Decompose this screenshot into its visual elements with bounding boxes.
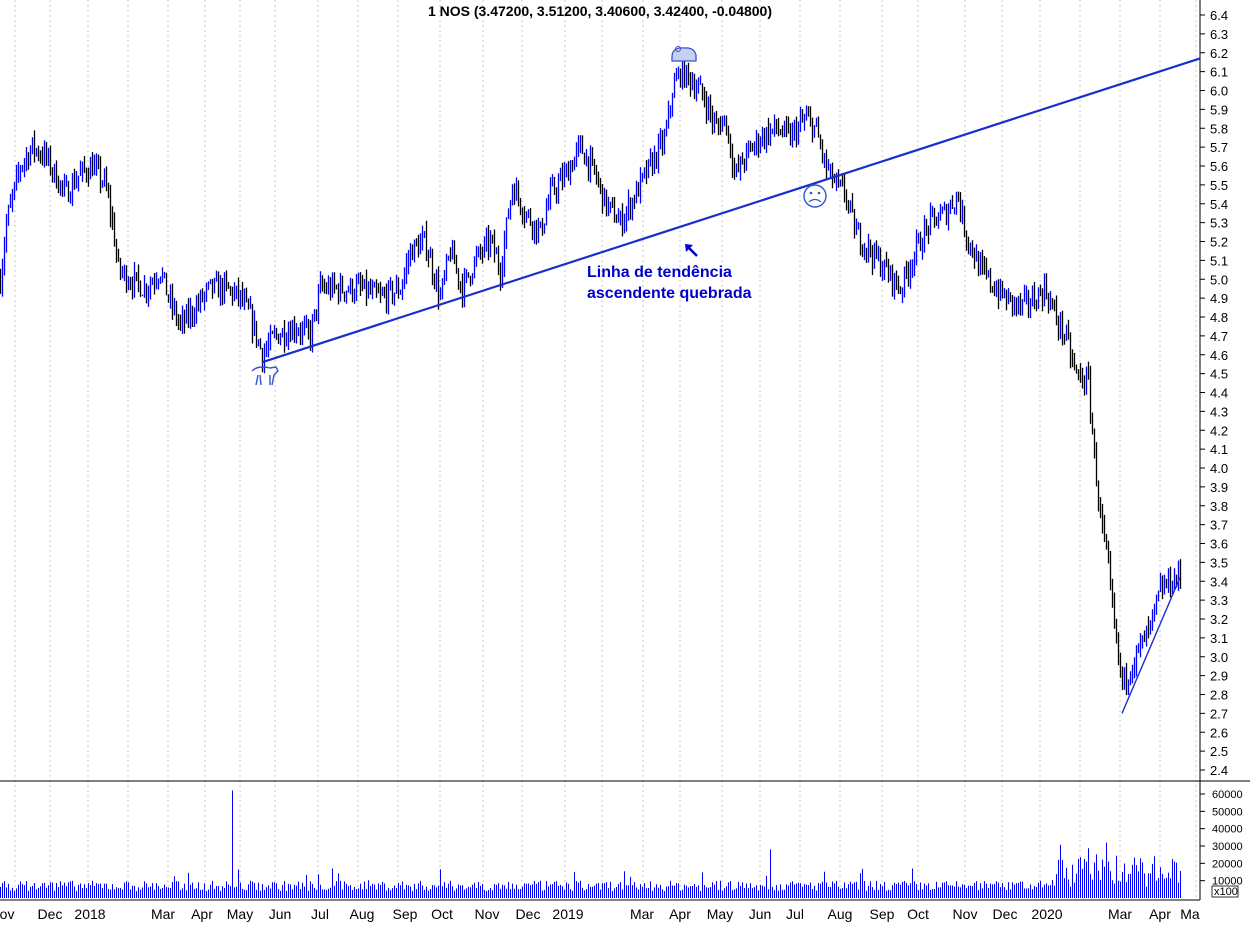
x-tick-label: Sep bbox=[870, 906, 895, 922]
y-tick-label: 5.9 bbox=[1210, 102, 1228, 117]
x-tick-label: Dec bbox=[993, 906, 1018, 922]
x-tick-label: Apr bbox=[669, 906, 691, 922]
y-tick-label: 4.6 bbox=[1210, 348, 1228, 363]
x-tick-label: Ma bbox=[1180, 906, 1200, 922]
y-tick-label: 4.5 bbox=[1210, 367, 1228, 382]
y-tick-label: 3.8 bbox=[1210, 499, 1228, 514]
trend-annotation: Linha de tendência ascendente quebrada bbox=[587, 262, 752, 304]
x-tick-label: Aug bbox=[350, 906, 375, 922]
x-tick-label: May bbox=[707, 906, 733, 922]
annotation-line-1: Linha de tendência bbox=[587, 264, 732, 281]
x-tick-label: 2019 bbox=[552, 906, 583, 922]
y-tick-label: 2.8 bbox=[1210, 688, 1228, 703]
bull-icon-shape bbox=[251, 366, 279, 386]
x-tick-label: Apr bbox=[1149, 906, 1171, 922]
bear-icon-shape bbox=[675, 46, 681, 52]
y-tick-label: 2.5 bbox=[1210, 744, 1228, 759]
y-tick-label: 6.3 bbox=[1210, 27, 1228, 42]
y-tick-label: 2.6 bbox=[1210, 725, 1228, 740]
x-tick-label: Mar bbox=[151, 906, 175, 922]
y-tick-label: 4.1 bbox=[1210, 442, 1228, 457]
x-tick-label: Jul bbox=[786, 906, 804, 922]
trendline-main bbox=[261, 57, 1201, 364]
x-tick-label: 2018 bbox=[74, 906, 105, 922]
y-tick-label: 3.3 bbox=[1210, 593, 1228, 608]
y-tick-label: 3.2 bbox=[1210, 612, 1228, 627]
y-tick-label: 5.2 bbox=[1210, 235, 1228, 250]
chart-title: 1 NOS (3.47200, 3.51200, 3.40600, 3.4240… bbox=[427, 3, 773, 19]
x-tick-label: Dec bbox=[516, 906, 541, 922]
y-tick-label: 5.4 bbox=[1210, 197, 1228, 212]
x-tick-label: Mar bbox=[1108, 906, 1132, 922]
x-tick-label: Nov bbox=[0, 906, 14, 922]
volume-tick-label: 40000 bbox=[1212, 824, 1243, 836]
x-tick-label: Nov bbox=[953, 906, 978, 922]
y-tick-label: 6.4 bbox=[1210, 8, 1228, 23]
y-tick-label: 5.6 bbox=[1210, 159, 1228, 174]
y-tick-label: 3.0 bbox=[1210, 650, 1228, 665]
x-tick-label: Apr bbox=[191, 906, 213, 922]
y-tick-label: 3.7 bbox=[1210, 518, 1228, 533]
x-tick-label: Jun bbox=[749, 906, 772, 922]
y-tick-label: 4.2 bbox=[1210, 423, 1228, 438]
sad-face-eye bbox=[817, 191, 821, 195]
y-tick-label: 3.6 bbox=[1210, 537, 1228, 552]
y-tick-label: 4.8 bbox=[1210, 310, 1228, 325]
volume-scale-box bbox=[1211, 885, 1239, 898]
x-tick-label: Nov bbox=[475, 906, 500, 922]
y-tick-label: 4.3 bbox=[1210, 404, 1228, 419]
y-tick-label: 5.5 bbox=[1210, 178, 1228, 193]
y-tick-label: 4.4 bbox=[1210, 386, 1228, 401]
y-tick-label: 4.9 bbox=[1210, 291, 1228, 306]
x-tick-label: Jun bbox=[269, 906, 292, 922]
y-tick-label: 5.7 bbox=[1210, 140, 1228, 155]
y-tick-label: 5.1 bbox=[1210, 253, 1228, 268]
sad-face-mouth bbox=[808, 198, 822, 203]
y-tick-label: 5.8 bbox=[1210, 121, 1228, 136]
volume-tick-label: 30000 bbox=[1212, 841, 1243, 853]
bear-icon bbox=[671, 46, 697, 62]
x-tick-label: Oct bbox=[431, 906, 453, 922]
arrow-up-left-head bbox=[685, 244, 693, 252]
volume-scale-label: x100 bbox=[1214, 886, 1238, 898]
x-tick-label: Aug bbox=[828, 906, 853, 922]
volume-tick-label: 50000 bbox=[1212, 806, 1243, 818]
x-tick-label: May bbox=[227, 906, 253, 922]
y-tick-label: 2.4 bbox=[1210, 763, 1228, 778]
annotation-line-2: ascendente quebrada bbox=[587, 285, 752, 302]
y-tick-label: 2.7 bbox=[1210, 706, 1228, 721]
sad-face-eye bbox=[809, 191, 813, 195]
y-tick-label: 2.9 bbox=[1210, 669, 1228, 684]
y-tick-label: 3.9 bbox=[1210, 480, 1228, 495]
y-tick-label: 3.5 bbox=[1210, 555, 1228, 570]
y-tick-label: 4.7 bbox=[1210, 329, 1228, 344]
x-tick-label: Mar bbox=[630, 906, 654, 922]
x-tick-label: Oct bbox=[907, 906, 929, 922]
volume-tick-label: 60000 bbox=[1212, 789, 1243, 801]
y-tick-label: 5.3 bbox=[1210, 216, 1228, 231]
y-tick-label: 3.4 bbox=[1210, 574, 1228, 589]
y-tick-label: 3.1 bbox=[1210, 631, 1228, 646]
x-tick-label: 2020 bbox=[1031, 906, 1062, 922]
y-tick-label: 6.0 bbox=[1210, 84, 1228, 99]
y-tick-label: 6.1 bbox=[1210, 65, 1228, 80]
bull-icon bbox=[251, 366, 279, 386]
y-tick-label: 4.0 bbox=[1210, 461, 1228, 476]
volume-tick-label: 10000 bbox=[1212, 876, 1243, 888]
y-tick-label: 6.2 bbox=[1210, 46, 1228, 61]
x-tick-label: Sep bbox=[393, 906, 418, 922]
y-tick-label: 5.0 bbox=[1210, 272, 1228, 287]
sad-face-icon bbox=[803, 184, 827, 208]
volume-tick-label: 20000 bbox=[1212, 858, 1243, 870]
trendline-recovery bbox=[1121, 577, 1181, 714]
x-tick-label: Dec bbox=[38, 906, 63, 922]
x-tick-label: Jul bbox=[311, 906, 329, 922]
